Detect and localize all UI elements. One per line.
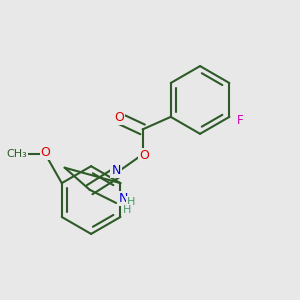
Text: CH₃: CH₃ bbox=[6, 149, 27, 159]
Text: F: F bbox=[237, 114, 244, 127]
Text: O: O bbox=[40, 146, 50, 159]
Text: H: H bbox=[123, 206, 131, 215]
Text: N: N bbox=[112, 164, 121, 177]
Text: O: O bbox=[139, 149, 149, 162]
Text: H: H bbox=[127, 196, 136, 206]
Text: O: O bbox=[114, 111, 124, 124]
Text: N: N bbox=[119, 192, 128, 205]
